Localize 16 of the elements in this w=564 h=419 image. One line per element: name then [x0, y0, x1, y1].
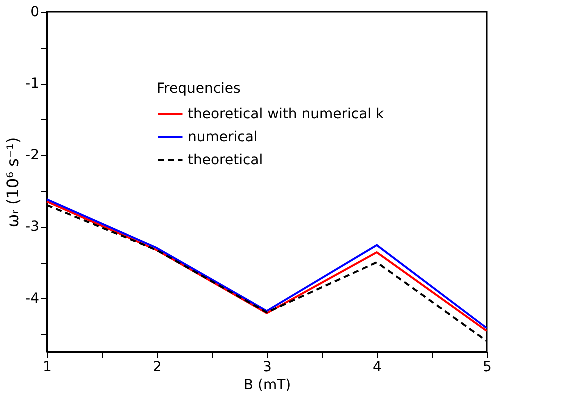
- y-tick-label: -3: [26, 219, 40, 236]
- y-axis-title: ωᵣ (10⁶ s⁻¹): [4, 137, 23, 228]
- x-tick-label: 5: [483, 360, 492, 376]
- x-axis-title: B (mT): [244, 378, 292, 394]
- x-tick-label: 2: [153, 360, 162, 376]
- y-tick-label: -2: [26, 148, 40, 164]
- y-tick-label: 0: [30, 4, 40, 20]
- x-tick-label: 1: [43, 360, 52, 376]
- legend-label: theoretical: [188, 152, 264, 168]
- y-tick-label: -1: [26, 76, 40, 92]
- legend-label: numerical: [188, 130, 258, 146]
- x-tick-label: 3: [263, 360, 272, 376]
- x-tick-label: 4: [373, 360, 382, 376]
- legend-title: Frequencies: [157, 81, 241, 97]
- legend-label: theoretical with numerical k: [188, 106, 386, 122]
- y-tick-label: -4: [26, 290, 40, 307]
